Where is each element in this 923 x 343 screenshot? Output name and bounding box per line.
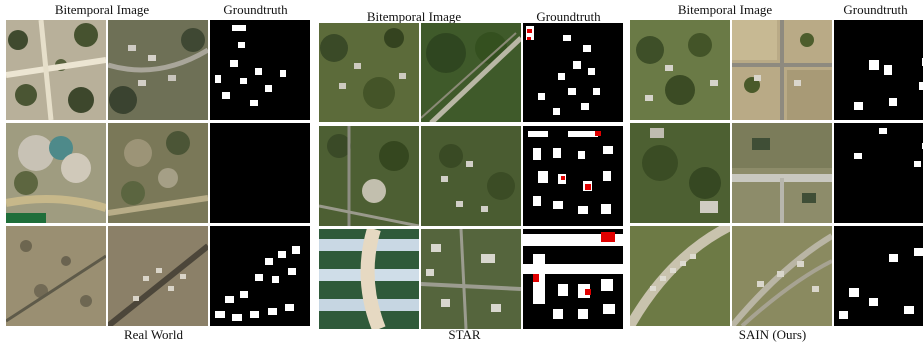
image-t2 [732,20,832,120]
image-t1 [319,23,419,122]
image-t1 [630,123,730,223]
groundtruth-mask [210,226,310,326]
groundtruth-mask [523,23,623,122]
groundtruth-mask [834,226,923,326]
image-t2 [732,226,832,326]
image-t2 [421,23,521,122]
header-groundtruth: Groundtruth [843,2,908,17]
image-t1 [630,226,730,326]
header-bitemporal: Bitemporal Image [366,9,462,24]
image-t2 [108,226,208,326]
image-t2 [732,123,832,223]
image-t2 [421,229,521,329]
image-t1 [319,229,419,329]
groundtruth-mask [834,123,923,223]
groundtruth-mask [523,229,623,329]
image-t2 [108,20,208,120]
header-bitemporal: Bitemporal Image [677,2,773,17]
image-t1 [319,126,419,226]
header-groundtruth: Groundtruth [223,2,288,17]
groundtruth-mask [210,123,310,223]
groundtruth-mask [210,20,310,120]
image-t2 [108,123,208,223]
panel-caption: Real World [123,327,183,342]
groundtruth-mask [523,126,623,226]
panel-real-world: Bitemporal Image Groundtruth [0,0,310,343]
panel-star: Bitemporal Image Groundtruth [311,0,623,343]
panel-caption: SAIN (Ours) [738,327,807,342]
groundtruth-mask [834,20,923,120]
image-t1 [6,123,106,223]
image-t1 [630,20,730,120]
panel-caption: STAR [448,327,481,342]
panel-sain: Bitemporal Image Groundtruth [622,0,923,343]
header-groundtruth: Groundtruth [536,9,601,24]
header-bitemporal: Bitemporal Image [54,2,150,17]
image-t1 [6,20,106,120]
image-t2 [421,126,521,226]
image-t1 [6,226,106,326]
